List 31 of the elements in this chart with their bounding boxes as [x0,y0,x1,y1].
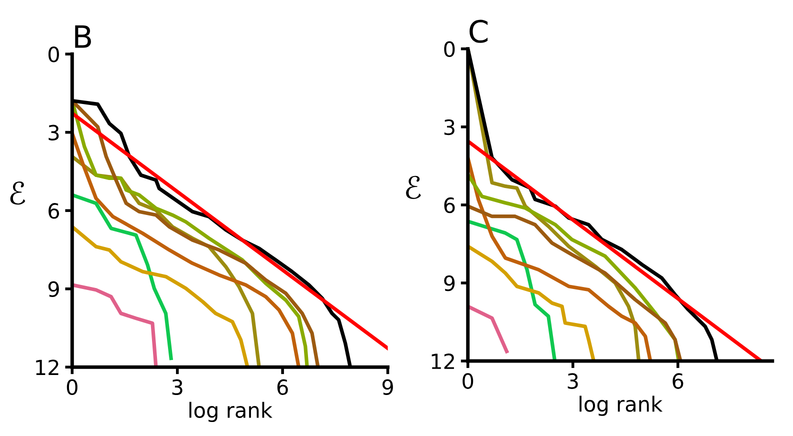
x-tick-label: 9 [382,379,393,396]
line-series [72,224,250,368]
y-tick-label: 6 [48,203,60,219]
line-series [72,283,158,368]
y-tick-label: 3 [444,119,454,136]
x-tick-label: 3 [172,379,182,396]
chart-title: B [75,25,91,48]
x-tick-label: 3 [568,373,578,389]
y-tick-label: 6 [444,197,455,214]
line-series [468,156,652,362]
chart-title: C [470,20,488,43]
x-axis-title: log rank [189,402,272,422]
line-series [468,220,556,362]
x-tick-label: 6 [277,379,288,396]
y-tick-label: 3 [48,124,59,141]
y-axis-title: ℰ [406,176,421,199]
y-tick-label: 12 [432,353,454,369]
line-series [468,244,596,362]
x-tick-label: 0 [66,379,78,396]
y-tick-label: 12 [36,360,58,376]
y-axis-title: ℰ [10,182,26,205]
y-tick-label: 0 [48,46,59,62]
line-series [72,132,301,368]
line-series [72,193,173,360]
y-tick-label: 0 [444,41,455,58]
y-tick-label: 9 [48,281,59,298]
x-tick-label: 6 [672,373,684,389]
x-tick-label: 0 [462,373,474,389]
x-axis-title: log rank [580,396,663,416]
y-tick-label: 9 [444,275,455,292]
line-series [468,204,682,362]
